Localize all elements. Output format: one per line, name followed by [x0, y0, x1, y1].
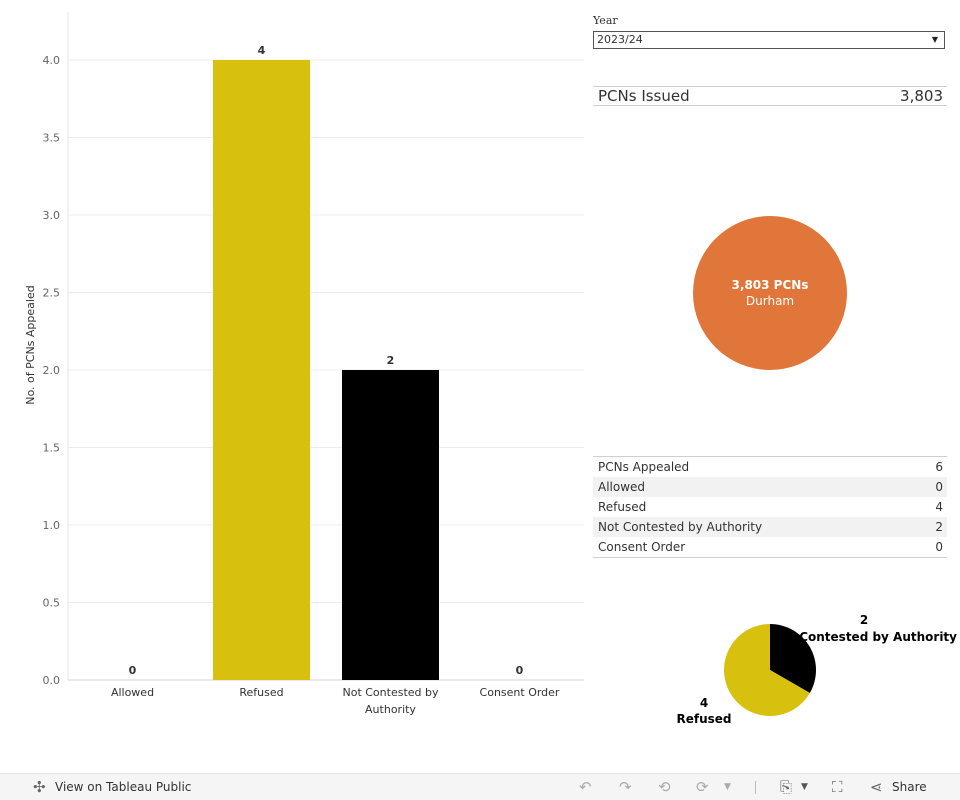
x-tick-label: Consent Order: [480, 686, 560, 699]
y-tick-label: 3.0: [43, 209, 61, 222]
tableau-toolbar: ✣ View on Tableau Public ↶ ↷ ⟲ ⟳ ▼ ⎘ ▼ ⛶…: [0, 773, 960, 800]
pie-value-label: 4: [700, 696, 708, 710]
circle-title: 3,803 PCNs: [731, 278, 809, 292]
x-tick-label: Refused: [239, 686, 283, 699]
x-tick-label: Not Contested by Authority: [342, 686, 439, 716]
y-tick-label: 2.5: [43, 287, 61, 300]
y-tick-label: 0.5: [43, 597, 61, 610]
row-label: Refused: [598, 500, 647, 514]
bar[interactable]: [342, 370, 439, 680]
bar-data-label: 2: [387, 354, 395, 367]
circle-subtitle: Durham: [745, 294, 795, 308]
row-value: 0: [935, 480, 943, 494]
x-tick-label: Allowed: [111, 686, 154, 699]
pie-value-label: 2: [860, 613, 868, 627]
view-on-tableau-link[interactable]: View on Tableau Public: [55, 780, 192, 794]
revert-icon[interactable]: ⟲: [658, 778, 671, 796]
redo-icon[interactable]: ↷: [619, 778, 632, 796]
year-filter-label: Year: [593, 14, 618, 27]
share-icon[interactable]: ⋖: [870, 778, 883, 796]
row-value: 0: [935, 540, 943, 554]
appeals-summary-table: PCNs Appealed 6 Allowed 0 Refused 4 Not …: [593, 456, 947, 558]
pie-category-label: Not Contested by Authority: [771, 630, 957, 644]
pie-slice[interactable]: [770, 624, 816, 693]
table-row[interactable]: Not Contested by Authority 2: [593, 517, 947, 537]
toolbar-divider: [755, 781, 756, 794]
year-dropdown[interactable]: 2023/24 ▼: [593, 31, 945, 49]
row-value: 2: [935, 520, 943, 534]
chevron-down-icon[interactable]: ▼: [801, 782, 808, 792]
row-label: Not Contested by Authority: [598, 520, 763, 534]
refresh-icon[interactable]: ⟳: [696, 778, 709, 796]
pcns-issued-row: PCNs Issued 3,803: [593, 86, 947, 106]
table-row[interactable]: Refused 4: [593, 497, 947, 517]
undo-icon[interactable]: ↶: [579, 778, 592, 796]
chevron-down-icon: ▼: [931, 35, 938, 44]
y-tick-label: 0.0: [43, 674, 61, 687]
y-tick-label: 1.5: [43, 442, 61, 455]
table-row[interactable]: PCNs Appealed 6: [593, 457, 947, 477]
table-row[interactable]: Allowed 0: [593, 477, 947, 497]
bar-data-label: 0: [516, 664, 524, 677]
tableau-icon[interactable]: ✣: [33, 778, 46, 796]
bar[interactable]: [213, 60, 310, 680]
bar-data-label: 0: [129, 664, 137, 677]
y-axis-title: No. of PCNs Appealed: [24, 285, 37, 404]
pie-chart: 2 Not Contested by Authority 4 Refused: [676, 613, 957, 726]
row-label: Consent Order: [598, 540, 686, 554]
download-icon[interactable]: ⎘: [780, 778, 793, 796]
y-tick-label: 2.0: [43, 364, 61, 377]
pie-slice[interactable]: [724, 624, 810, 716]
bar-chart: 0.0 0.5 1.0 1.5 2.0 2.5 3.0 3.5 4.0 0 Allowed 4 Refu…: [24, 12, 584, 716]
row-label: PCNs Appealed: [598, 460, 690, 474]
fullscreen-icon[interactable]: ⛶: [832, 778, 843, 796]
row-label: Allowed: [598, 480, 646, 494]
share-button[interactable]: Share: [892, 780, 927, 794]
y-tick-label: 1.0: [43, 519, 61, 532]
row-value: 6: [935, 460, 943, 474]
y-tick-label: 4.0: [43, 54, 61, 67]
y-tick-label: 3.5: [43, 132, 61, 145]
year-dropdown-value: 2023/24: [597, 33, 643, 46]
bar-data-label: 4: [258, 44, 266, 57]
pcns-circle[interactable]: 3,803 PCNs Durham: [693, 216, 847, 370]
pie-category-label: Refused: [676, 712, 731, 726]
chevron-down-icon[interactable]: ▼: [724, 782, 731, 792]
table-row[interactable]: Consent Order 0: [593, 537, 947, 557]
pcns-issued-value: 3,803: [900, 87, 943, 105]
pcns-issued-label: PCNs Issued: [598, 87, 690, 105]
row-value: 4: [935, 500, 943, 514]
